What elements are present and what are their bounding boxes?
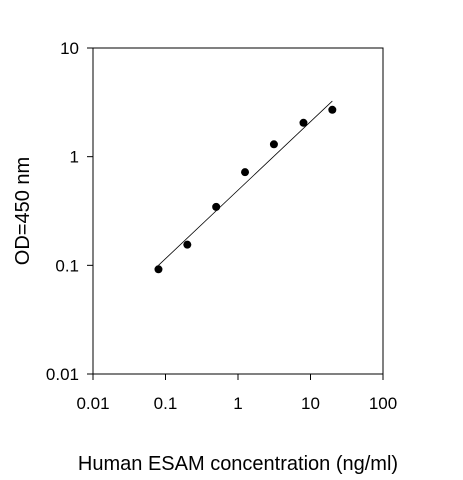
data-point — [328, 105, 337, 114]
y-axis: 0.01 0.1 1 10 — [46, 39, 93, 384]
data-point — [299, 118, 308, 127]
x-tick-label: 100 — [369, 394, 397, 413]
x-tick-label: 1 — [233, 394, 242, 413]
data-point — [241, 168, 250, 177]
x-tick-label: 0.1 — [154, 394, 178, 413]
data-points — [154, 105, 337, 274]
data-point — [154, 265, 163, 274]
plot-frame — [92, 47, 384, 375]
y-tick-label: 0.1 — [55, 256, 79, 275]
x-tick-label: 0.01 — [76, 394, 109, 413]
data-point — [212, 202, 221, 211]
data-point — [183, 240, 192, 249]
x-tick-label: 10 — [301, 394, 320, 413]
y-axis-label: OD=450 nm — [12, 157, 34, 265]
data-point — [269, 140, 278, 149]
y-tick-label: 1 — [70, 148, 79, 167]
y-tick-label: 0.01 — [46, 365, 79, 384]
fit-line — [158, 100, 333, 266]
x-axis-label: Human ESAM concentration (ng/ml) — [78, 453, 398, 475]
x-axis: 0.01 0.1 1 10 100 — [76, 374, 397, 413]
y-tick-label: 10 — [60, 39, 79, 58]
